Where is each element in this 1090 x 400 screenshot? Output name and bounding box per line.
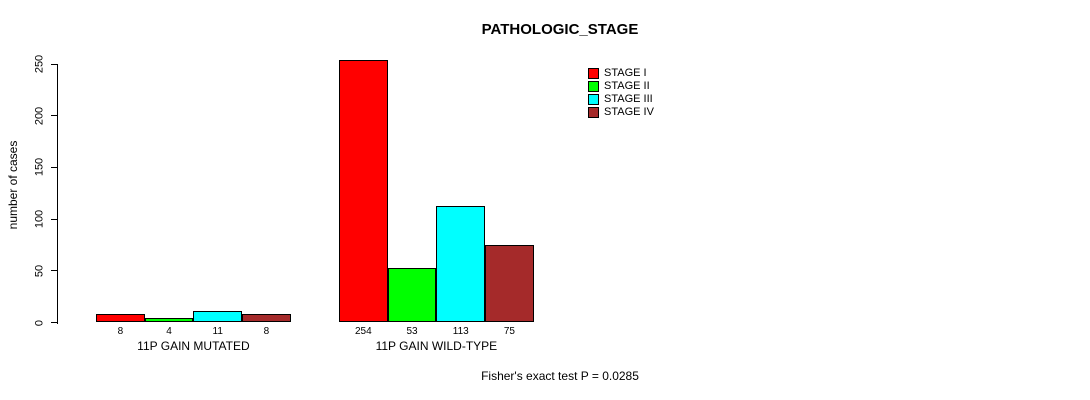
y-axis-tick (51, 115, 58, 117)
x-axis-group-label: 11P GAIN WILD-TYPE (375, 339, 498, 353)
bar-stage-iii-11p-gain-mutated (193, 311, 243, 323)
legend-swatch-stage-iii (588, 94, 599, 105)
bar-stage-iv-11p-gain-wild-type (485, 244, 534, 323)
y-axis-tick-label: 150 (33, 158, 46, 177)
stat-test-annotation: Fisher's exact test P = 0.0285 (481, 369, 639, 383)
bar-stage-ii-11p-gain-wild-type (387, 267, 437, 323)
legend-label: STAGE IV (604, 106, 654, 118)
bar-value-label: 8 (263, 326, 270, 337)
bar-value-label: 75 (503, 326, 515, 337)
bar-stage-iv-11p-gain-mutated (242, 314, 291, 323)
bar-stage-i-11p-gain-wild-type (339, 59, 388, 323)
y-axis-tick (51, 322, 58, 323)
y-axis-tick-label: 100 (33, 209, 46, 229)
legend-item-stage-i: STAGE I (588, 67, 654, 80)
legend-label: STAGE III (604, 93, 653, 105)
x-axis-group-label: 11P GAIN MUTATED (137, 339, 250, 353)
bar-value-label: 8 (117, 326, 124, 337)
bar-value-label: 11 (212, 326, 223, 337)
bar-stage-i-11p-gain-mutated (96, 314, 145, 323)
y-axis-tick (51, 218, 58, 220)
legend-swatch-stage-i (588, 68, 599, 79)
legend-swatch-stage-iv (588, 107, 599, 118)
bar-value-label: 53 (406, 326, 418, 337)
legend-label: STAGE II (604, 80, 650, 92)
y-axis-tick-label: 250 (33, 54, 46, 74)
legend-label: STAGE I (604, 67, 647, 79)
legend-swatch-stage-ii (588, 81, 599, 92)
bar-value-label: 113 (452, 326, 469, 337)
y-axis-tick (51, 166, 58, 168)
y-axis-tick-label: 0 (33, 319, 46, 326)
y-axis-title: number of cases (6, 140, 20, 230)
legend-item-stage-iv: STAGE IV (588, 106, 654, 119)
legend: STAGE I STAGE II STAGE III STAGE IV (588, 67, 654, 119)
y-axis-line (57, 64, 58, 324)
bar-stage-iii-11p-gain-wild-type (436, 205, 486, 323)
legend-item-stage-iii: STAGE III (588, 93, 654, 106)
chart-title: PATHOLOGIC_STAGE (481, 21, 639, 38)
legend-item-stage-ii: STAGE II (588, 80, 654, 93)
bar-value-label: 254 (355, 326, 372, 337)
y-axis-tick-label: 50 (33, 264, 46, 277)
y-axis-tick (51, 270, 58, 272)
y-axis-tick (51, 63, 58, 65)
bar-stage-ii-11p-gain-mutated (144, 318, 194, 323)
y-axis-tick-label: 200 (33, 106, 46, 125)
bar-value-label: 4 (166, 326, 172, 337)
